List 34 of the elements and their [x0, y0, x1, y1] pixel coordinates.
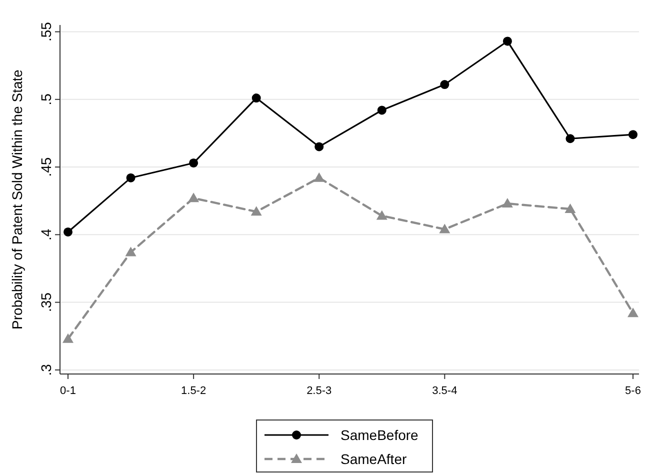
point — [314, 172, 325, 182]
point — [628, 308, 638, 318]
legend-label: SameBefore — [340, 427, 419, 443]
legend-label: SameAfter — [340, 451, 407, 467]
point — [252, 94, 261, 103]
y-tick-label: .35 — [38, 292, 54, 312]
point — [376, 210, 388, 220]
point — [188, 192, 200, 202]
point — [564, 203, 576, 213]
point — [250, 206, 262, 216]
y-tick-label: .5 — [38, 93, 54, 106]
x-tick-label: 5-6 — [625, 385, 641, 397]
x-tick-label: 2.5-3 — [306, 385, 332, 397]
point — [502, 36, 512, 46]
point — [125, 246, 136, 256]
point — [439, 224, 450, 234]
y-tick-label: .4 — [38, 228, 54, 241]
point — [314, 142, 324, 152]
point — [126, 173, 136, 182]
point — [566, 134, 575, 144]
y-axis-title: Probability of Patent Sold Within the State — [9, 69, 25, 330]
point — [628, 130, 638, 140]
point — [377, 106, 386, 115]
point — [502, 198, 513, 208]
point — [189, 158, 198, 168]
x-tick-label: 3.5-4 — [432, 385, 458, 397]
point — [62, 333, 74, 343]
point — [64, 227, 72, 236]
x-tick-label: 0-1 — [60, 385, 76, 397]
point — [440, 80, 450, 90]
y-tick-label: .3 — [38, 364, 54, 376]
y-tick-label: .55 — [38, 22, 54, 42]
y-tick-label: .45 — [38, 157, 54, 177]
x-tick-label: 1.5-2 — [181, 385, 206, 397]
